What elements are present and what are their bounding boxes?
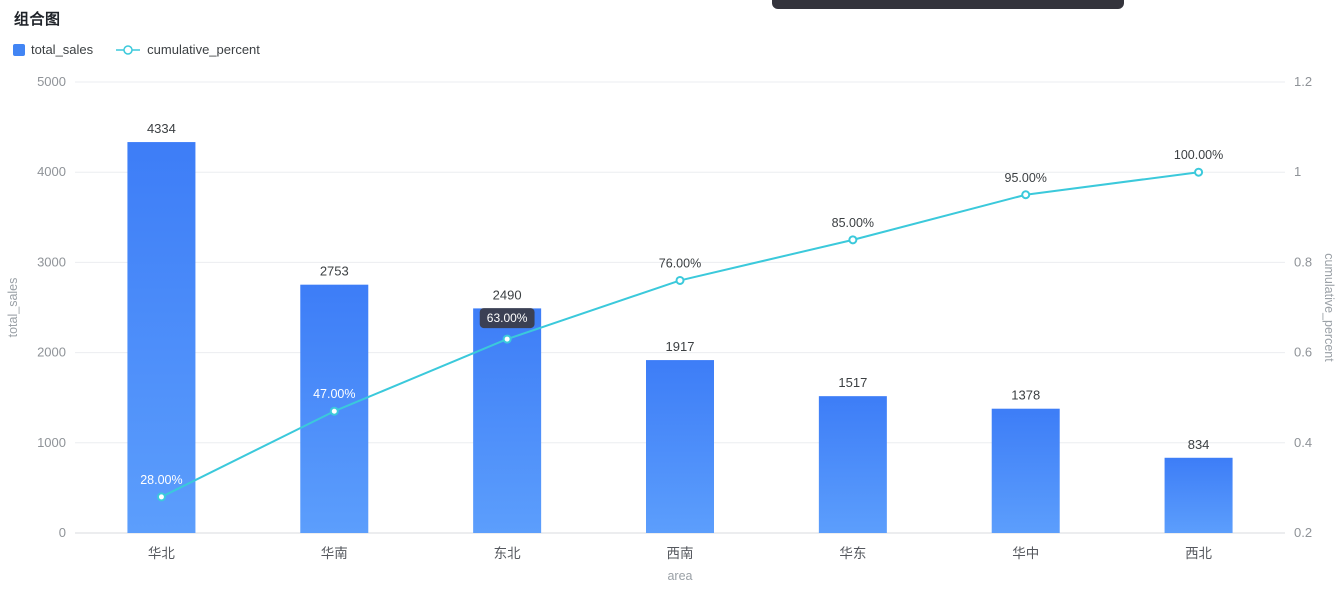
left-axis-tick: 3000 [37, 254, 66, 269]
point-华中[interactable] [1021, 190, 1031, 200]
line-series-swatch-icon [115, 44, 141, 56]
tooltip-artifact [772, 0, 1124, 9]
right-axis-tick: 0.8 [1294, 254, 1312, 269]
right-axis-tick: 1.2 [1294, 74, 1312, 89]
right-axis-tick: 0.4 [1294, 435, 1312, 450]
point-label-华北: 28.00% [140, 473, 182, 487]
legend-item-cumulative-percent[interactable]: cumulative_percent [115, 42, 260, 57]
point-华南[interactable] [329, 406, 339, 416]
legend-item-total-sales[interactable]: total_sales [13, 42, 93, 57]
point-东北[interactable] [502, 334, 512, 344]
legend: total_sales cumulative_percent [13, 42, 260, 57]
right-axis-tick: 0.2 [1294, 525, 1312, 540]
x-axis-label-华南: 华南 [321, 546, 348, 561]
left-axis-title: total_sales [6, 278, 20, 338]
x-axis-title: area [667, 569, 692, 583]
bar-value-label-华中: 1378 [1011, 388, 1040, 403]
point-label-西北: 100.00% [1174, 148, 1223, 162]
right-axis-tick: 0.6 [1294, 345, 1312, 360]
left-axis-tick: 1000 [37, 435, 66, 450]
right-axis-tick: 1 [1294, 164, 1301, 179]
point-西北[interactable] [1194, 167, 1204, 177]
bar-value-label-西南: 1917 [666, 339, 695, 354]
bar-value-label-华东: 1517 [838, 375, 867, 390]
bar-华东[interactable] [818, 396, 887, 533]
left-axis-tick: 0 [59, 525, 66, 540]
point-华东[interactable] [848, 235, 858, 245]
right-axis-title: cumulative_percent [1322, 253, 1336, 362]
x-axis-label-西北: 西北 [1185, 546, 1213, 561]
bar-value-label-东北: 2490 [493, 287, 522, 302]
x-axis-label-华北: 华北 [148, 546, 175, 561]
left-axis-tick: 2000 [37, 345, 66, 360]
bar-华北[interactable] [127, 142, 196, 534]
legend-label-cumulative-percent: cumulative_percent [147, 42, 260, 57]
point-label-西南: 76.00% [659, 256, 701, 270]
bar-华中[interactable] [991, 408, 1060, 533]
bar-西北[interactable] [1164, 457, 1233, 533]
point-西南[interactable] [675, 275, 685, 285]
point-华北[interactable] [156, 492, 166, 502]
point-label-东北: 63.00% [487, 311, 528, 325]
x-axis-label-西南: 西南 [667, 546, 694, 561]
x-axis-label-东北: 东北 [494, 546, 521, 561]
x-axis-label-华中: 华中 [1012, 546, 1039, 561]
point-label-华中: 95.00% [1005, 171, 1047, 185]
legend-label-total-sales: total_sales [31, 42, 94, 57]
bar-东北[interactable] [473, 308, 542, 533]
bar-value-label-西北: 834 [1188, 437, 1210, 452]
left-axis-tick: 5000 [37, 74, 66, 89]
point-label-华东: 85.00% [832, 216, 874, 230]
x-axis-label-华东: 华东 [839, 546, 866, 561]
bar-value-label-华南: 2753 [320, 264, 349, 279]
bar-西南[interactable] [646, 360, 714, 533]
left-axis-tick: 4000 [37, 164, 66, 179]
point-label-pill [479, 308, 535, 329]
point-label-华南: 47.00% [313, 387, 355, 401]
bar-series-swatch-icon [13, 43, 25, 56]
chart-title: 组合图 [14, 11, 61, 28]
bar-value-label-华北: 4334 [147, 121, 176, 136]
